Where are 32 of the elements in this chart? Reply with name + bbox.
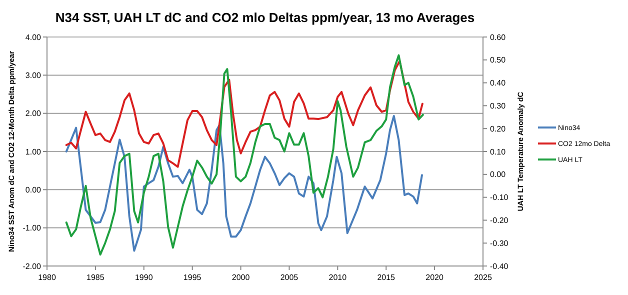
x-tick-label: 2010: [328, 273, 348, 282]
y2-tick-label: -0.20: [490, 216, 509, 225]
y2-tick-label: -0.40: [490, 262, 509, 271]
y-tick-label: 0.00: [25, 185, 42, 194]
y2-tick-label: -0.10: [490, 193, 509, 202]
y2-tick-label: 0.40: [490, 78, 506, 88]
x-tick-label: 2020: [426, 273, 444, 282]
x-tick-label: 1985: [86, 273, 105, 282]
y2-tick-label: 0.50: [490, 56, 506, 65]
y2-tick-label: 0.60: [490, 32, 506, 42]
y-tick-label: -2.00: [22, 262, 42, 271]
y2-tick-label: 0.20: [490, 124, 506, 134]
x-tick-label: 2025: [474, 273, 492, 282]
x-tick-label: 2015: [377, 273, 396, 282]
y2-tick-label: 0.10: [490, 147, 506, 156]
y2-tick-label: 0.30: [490, 102, 506, 110]
y-tick-label: 4.00: [25, 32, 42, 42]
line-series: [65, 54, 424, 256]
chart-title: N34 SST, UAH LT dC and CO2 mlo Deltas ppm/year, 13 mo Averages: [55, 10, 475, 25]
x-tick-label: 1995: [183, 273, 202, 282]
y-tick-label: 1.00: [25, 147, 42, 156]
y2-tick-label: -0.30: [490, 238, 509, 248]
x-tick-label: 2000: [232, 273, 250, 282]
line-series: [65, 115, 423, 252]
y2-tick-label: 0.00: [490, 170, 506, 180]
y-tick-label: 2.00: [25, 109, 42, 118]
x-tick-label: 1980: [38, 273, 56, 282]
x-tick-label: 1990: [134, 273, 154, 282]
y-tick-label: -1.00: [22, 224, 42, 233]
x-tick-label: 2005: [280, 273, 299, 282]
y-tick-label: 3.00: [25, 70, 42, 80]
line-series: [65, 60, 424, 168]
